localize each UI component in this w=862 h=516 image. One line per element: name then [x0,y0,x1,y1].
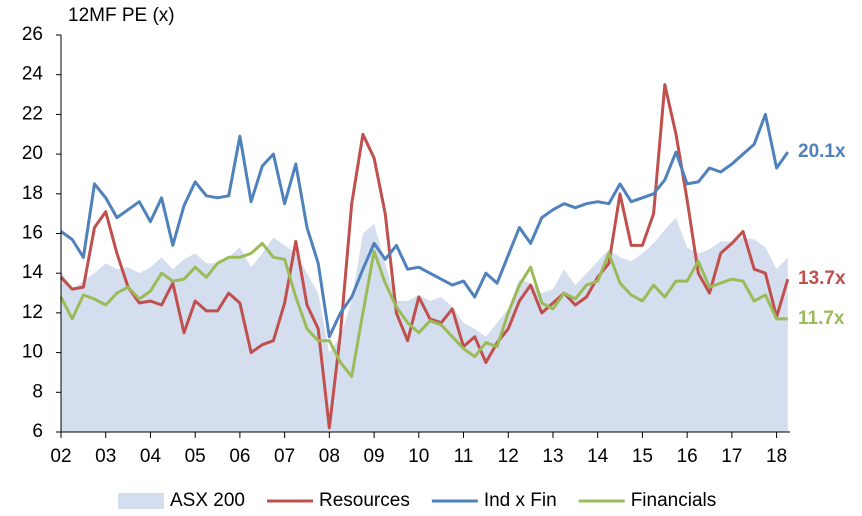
legend-label: Financials [631,490,717,511]
x-tick-label: 14 [587,446,609,467]
x-tick-label: 12 [498,446,519,467]
x-tick-label: 04 [140,446,162,467]
x-tick-label: 09 [363,446,384,467]
y-tick-label: 10 [22,342,43,363]
legend-label: Resources [319,490,410,511]
y-tick-label: 16 [22,223,43,244]
y-tick-label: 6 [32,421,43,442]
x-tick-label: 10 [408,446,429,467]
end-label: 13.7x [798,268,846,289]
legend-label: Ind x Fin [484,490,557,511]
x-tick-label: 06 [229,446,250,467]
end-label: 11.7x [798,308,845,329]
y-tick-label: 20 [22,143,43,164]
end-label: 20.1x [798,141,846,162]
line [60,112,790,339]
x-tick-label: 15 [632,446,653,467]
x-tick-label: 16 [677,446,698,467]
x-tick-label: 07 [274,446,295,467]
y-tick-label: 8 [32,381,43,402]
line [59,83,790,430]
legend-swatch [118,493,164,509]
y-axis-title: 12MF PE (x) [68,5,175,26]
x-tick-label: 08 [319,446,340,467]
legend-label: ASX 200 [170,490,245,511]
x-tick-label: 17 [721,446,742,467]
y-tick-label: 24 [22,64,44,85]
x-tick-label: 03 [95,446,116,467]
y-tick-label: 14 [22,262,44,283]
y-tick-label: 18 [22,183,43,204]
y-tick-label: 12 [22,302,43,323]
y-tick-label: 22 [22,103,43,124]
x-tick-label: 18 [766,446,787,467]
line [59,241,788,378]
y-tick-label: 26 [22,24,43,45]
x-tick-label: 02 [50,446,71,467]
x-tick-label: 11 [454,446,474,467]
x-tick-label: 05 [185,446,206,467]
x-tick-label: 13 [542,446,563,467]
